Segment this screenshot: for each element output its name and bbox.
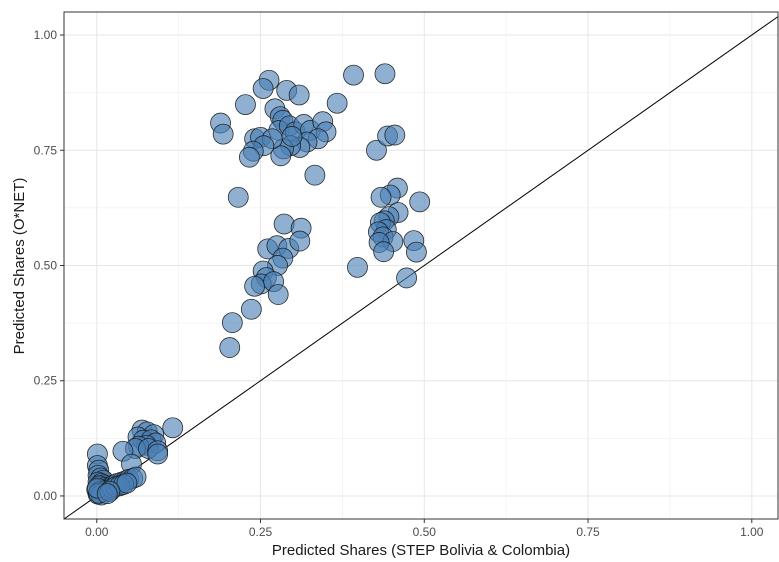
x-tick-label: 1.00 [740,525,764,539]
data-point [326,92,348,114]
data-point [409,191,431,213]
data-point [212,123,234,145]
data-point [273,213,295,235]
data-point [147,443,169,465]
identity-reference-line [63,16,779,520]
data-point [252,78,274,99]
data-point [221,312,243,334]
data-point [343,64,364,86]
data-point [370,186,392,208]
data-point [347,256,368,278]
x-tick-label: 0.50 [413,525,437,539]
data-point [162,417,184,439]
y-tick-label: 0.25 [34,374,58,388]
data-point [270,145,292,167]
y-tick-label: 0.75 [34,143,58,157]
y-axis-ticks: 0.00 0.25 0.50 0.75 1.00 [34,28,64,503]
data-point [116,472,138,494]
x-tick-label: 0.00 [85,525,109,539]
x-tick-label: 0.25 [249,525,273,539]
data-point [227,186,249,208]
data-point [219,337,241,358]
y-tick-label: 0.50 [34,259,58,273]
data-point [304,164,326,186]
data-point [373,241,395,263]
data-point [396,267,417,289]
y-tick-label: 1.00 [34,28,58,42]
data-point [244,275,266,297]
data-point [96,483,118,505]
y-axis-title: Predicted Shares (O*NET) [11,178,28,355]
data-point [238,146,260,168]
data-point [374,63,396,85]
data-point [289,230,311,252]
data-point [366,139,387,161]
data-point [288,84,310,106]
data-point [406,241,427,263]
x-tick-label: 0.75 [576,525,600,539]
data-point [240,298,262,320]
data-point [235,94,256,116]
data-points [86,63,431,506]
data-point [384,124,406,146]
x-axis-title: Predicted Shares (STEP Bolivia & Colombi… [272,542,570,559]
y-tick-label: 0.00 [34,489,58,503]
data-point [267,284,289,305]
x-axis-ticks: 0.00 0.25 0.50 0.75 1.00 [85,519,764,539]
data-point [281,126,303,147]
